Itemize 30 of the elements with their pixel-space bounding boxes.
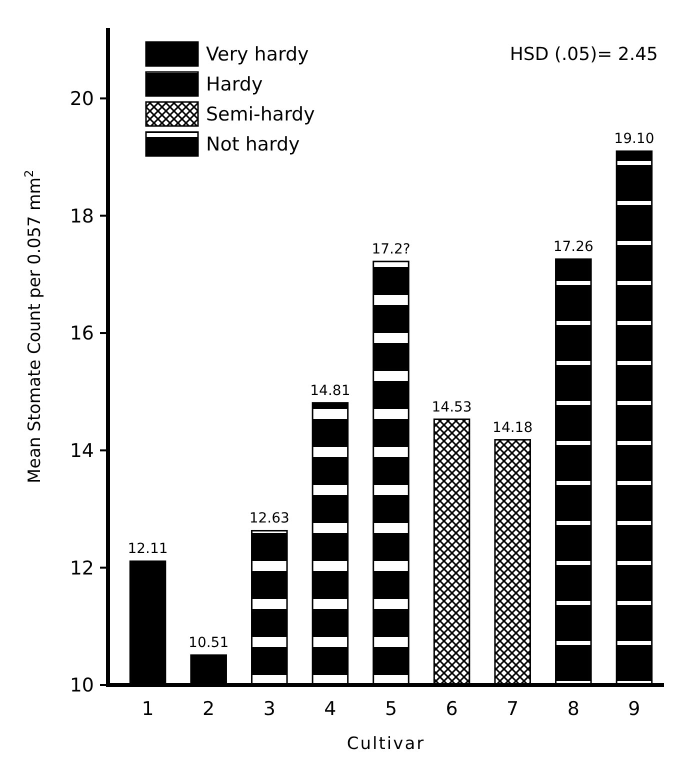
legend-label: Semi-hardy bbox=[206, 104, 315, 126]
y-tick-label: 12 bbox=[70, 557, 94, 580]
x-tick-label: 5 bbox=[384, 698, 398, 720]
x-tick-label: 3 bbox=[263, 698, 276, 720]
data-label: 14.53 bbox=[432, 399, 472, 416]
data-label: 17.2? bbox=[372, 241, 410, 258]
y-tick-label: 14 bbox=[70, 440, 94, 462]
x-tick-label: 4 bbox=[324, 698, 336, 720]
y-tick-label: 10 bbox=[70, 674, 94, 697]
x-tick-label: 7 bbox=[506, 698, 519, 720]
x-tick-label: 9 bbox=[628, 698, 640, 720]
x-tick-label: 8 bbox=[567, 698, 580, 720]
y-tick-label: 20 bbox=[70, 88, 94, 110]
data-label: 17.26 bbox=[553, 239, 594, 256]
data-label: 19.10 bbox=[614, 131, 654, 148]
y-tick-label: 16 bbox=[70, 322, 94, 345]
data-label: 14.18 bbox=[492, 420, 533, 436]
legend-label: Not hardy bbox=[206, 134, 300, 156]
x-tick-label: 6 bbox=[446, 698, 458, 720]
data-label: 12.11 bbox=[128, 541, 168, 558]
x-tick-label: 2 bbox=[202, 698, 215, 720]
legend-label: Hardy bbox=[206, 74, 263, 96]
y-tick-label: 18 bbox=[70, 205, 94, 228]
legend-label: Very hardy bbox=[206, 44, 309, 66]
x-tick-label: 1 bbox=[142, 698, 154, 720]
data-label: 14.81 bbox=[310, 382, 350, 399]
data-label: 10.51 bbox=[188, 635, 229, 652]
data-label: 12.63 bbox=[249, 510, 290, 527]
x-axis-title: Cultivar bbox=[346, 734, 426, 754]
annotation: HSD (.05)= 2.45 bbox=[510, 44, 658, 65]
